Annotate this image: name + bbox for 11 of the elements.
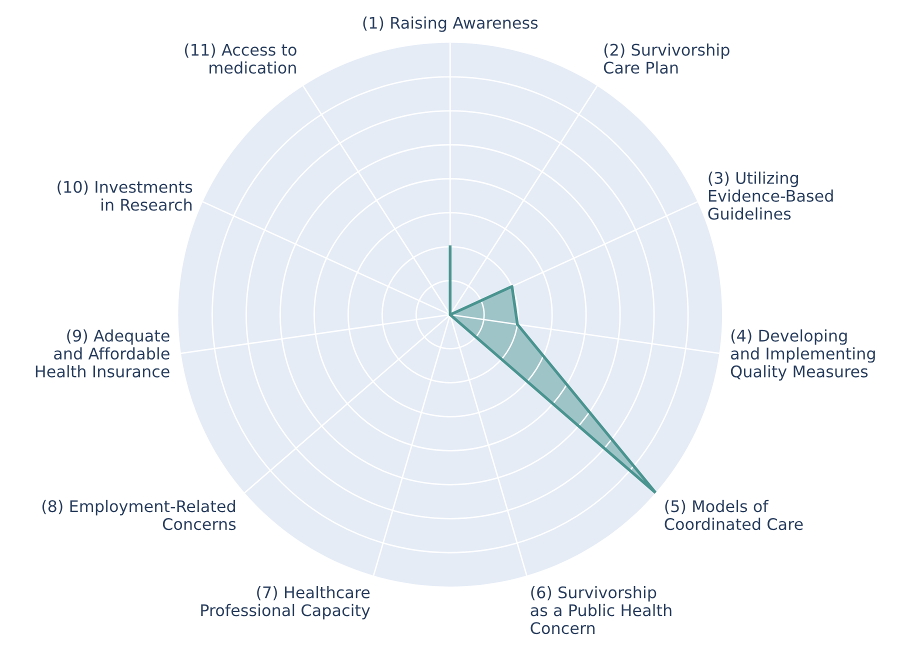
spoke-label: (5) Models of Coordinated Care (664, 500, 803, 530)
spoke-label: (7) Healthcare Professional Capacity (201, 586, 370, 620)
spoke-label: (10) Investments in Research (58, 180, 192, 211)
spoke-label: (9) Adequate and Affordable Health Insurance (36, 329, 170, 378)
spoke-label: (6) Survivorship as a Public Health Concern (530, 586, 672, 634)
spoke-label: (1) Raising Awareness (363, 16, 538, 32)
spoke-label: (4) Developing and Implementing Quality Measures (730, 329, 875, 381)
spoke-label: (8) Employment-Related Concerns (42, 500, 236, 530)
spoke-label: (11) Access to medication (184, 43, 296, 74)
spoke-label: (3) Utilizing Evidence-Based Guidelines (708, 172, 833, 220)
spoke-label: (2) Survivorship Care Plan (604, 43, 730, 74)
